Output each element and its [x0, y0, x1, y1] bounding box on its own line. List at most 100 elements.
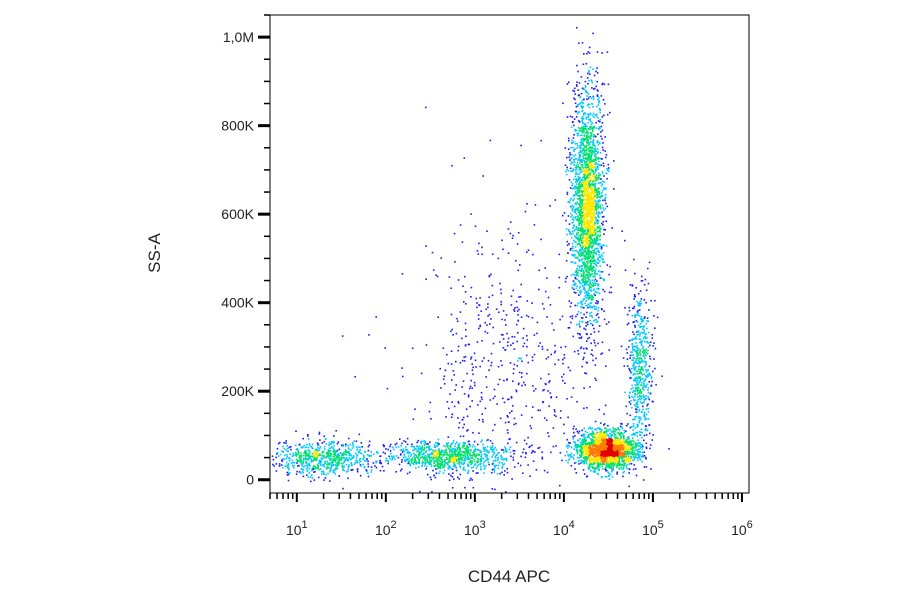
scatter-point: [582, 182, 585, 184]
scatter-point: [596, 453, 599, 456]
scatter-point: [598, 466, 601, 468]
scatter-point: [581, 142, 584, 144]
scatter-point: [580, 302, 582, 304]
scatter-point: [584, 137, 587, 140]
scatter-point: [567, 169, 570, 172]
scatter-point: [593, 173, 595, 175]
scatter-point: [585, 161, 587, 163]
scatter-point: [571, 183, 574, 185]
scatter-point: [630, 368, 633, 370]
scatter-point: [583, 225, 586, 227]
scatter-point: [594, 171, 597, 174]
scatter-point: [572, 254, 575, 257]
scatter-point: [598, 434, 601, 436]
scatter-point: [575, 235, 577, 238]
scatter-point: [600, 277, 603, 279]
scatter-point: [582, 131, 584, 134]
scatter-point: [589, 465, 591, 467]
scatter-point: [420, 442, 423, 445]
scatter-point: [585, 116, 588, 119]
scatter-point: [587, 97, 590, 100]
scatter-point: [460, 461, 463, 464]
scatter-point: [485, 465, 487, 467]
scatter-point: [588, 257, 590, 259]
scatter-point: [588, 136, 591, 139]
scatter-point: [586, 136, 588, 138]
scatter-point: [612, 446, 614, 449]
scatter-point: [586, 77, 589, 79]
scatter-point: [588, 158, 591, 160]
scatter-point: [593, 331, 596, 333]
scatter-point: [582, 218, 584, 220]
scatter-point: [596, 437, 599, 439]
scatter-point: [431, 457, 434, 459]
scatter-point: [593, 175, 595, 178]
scatter-point: [588, 223, 591, 225]
scatter-point: [646, 404, 648, 407]
scatter-point: [579, 171, 582, 174]
scatter-point: [621, 448, 623, 451]
scatter-point: [574, 271, 577, 273]
scatter-point: [595, 264, 597, 266]
scatter-point: [588, 273, 590, 276]
scatter-point: [586, 222, 589, 225]
scatter-point: [599, 435, 602, 438]
scatter-point: [600, 191, 603, 194]
scatter-point: [569, 159, 571, 161]
scatter-point: [578, 121, 581, 123]
scatter-point: [583, 131, 585, 133]
scatter-point: [587, 456, 590, 458]
scatter-point: [624, 446, 626, 448]
scatter-point: [597, 195, 599, 198]
scatter-point: [593, 238, 596, 241]
scatter-point: [574, 173, 577, 175]
scatter-point: [579, 168, 581, 171]
scatter-point: [580, 273, 583, 276]
scatter-point: [602, 434, 604, 437]
scatter-point: [596, 439, 598, 441]
scatter-point: [620, 466, 623, 469]
scatter-point: [584, 239, 587, 241]
scatter-point: [590, 302, 593, 305]
scatter-point: [575, 237, 578, 239]
scatter-point: [589, 215, 592, 217]
scatter-point: [591, 227, 594, 229]
scatter-point: [600, 443, 602, 445]
scatter-point: [585, 361, 588, 364]
scatter-point: [580, 302, 583, 305]
scatter-point: [643, 317, 646, 319]
scatter-point: [590, 141, 592, 143]
scatter-point: [636, 345, 638, 347]
scatter-point: [575, 461, 577, 464]
scatter-point: [589, 306, 592, 309]
scatter-point: [586, 230, 589, 233]
scatter-point: [648, 261, 651, 264]
scatter-point: [578, 463, 580, 465]
scatter-point: [599, 256, 602, 258]
scatter-point: [597, 283, 600, 286]
scatter-point: [573, 150, 575, 153]
scatter-point: [586, 98, 588, 101]
scatter-point: [595, 237, 597, 240]
scatter-point: [598, 192, 601, 195]
scatter-point: [576, 104, 579, 106]
scatter-point: [578, 183, 580, 186]
scatter-point: [607, 464, 609, 466]
scatter-point: [623, 470, 626, 473]
scatter-point: [586, 175, 588, 177]
scatter-point: [579, 198, 581, 201]
scatter-point: [568, 223, 571, 225]
scatter-point: [599, 243, 601, 245]
scatter-point: [619, 425, 622, 428]
scatter-point: [616, 437, 618, 439]
scatter-point: [587, 180, 590, 182]
scatter-point: [625, 449, 628, 452]
scatter-point: [614, 434, 616, 436]
scatter-point: [583, 387, 585, 389]
scatter-point: [584, 186, 587, 188]
scatter-point: [606, 177, 608, 180]
scatter-point: [582, 149, 584, 151]
scatter-point: [587, 228, 589, 231]
scatter-point: [644, 417, 647, 419]
scatter-point: [602, 220, 605, 223]
